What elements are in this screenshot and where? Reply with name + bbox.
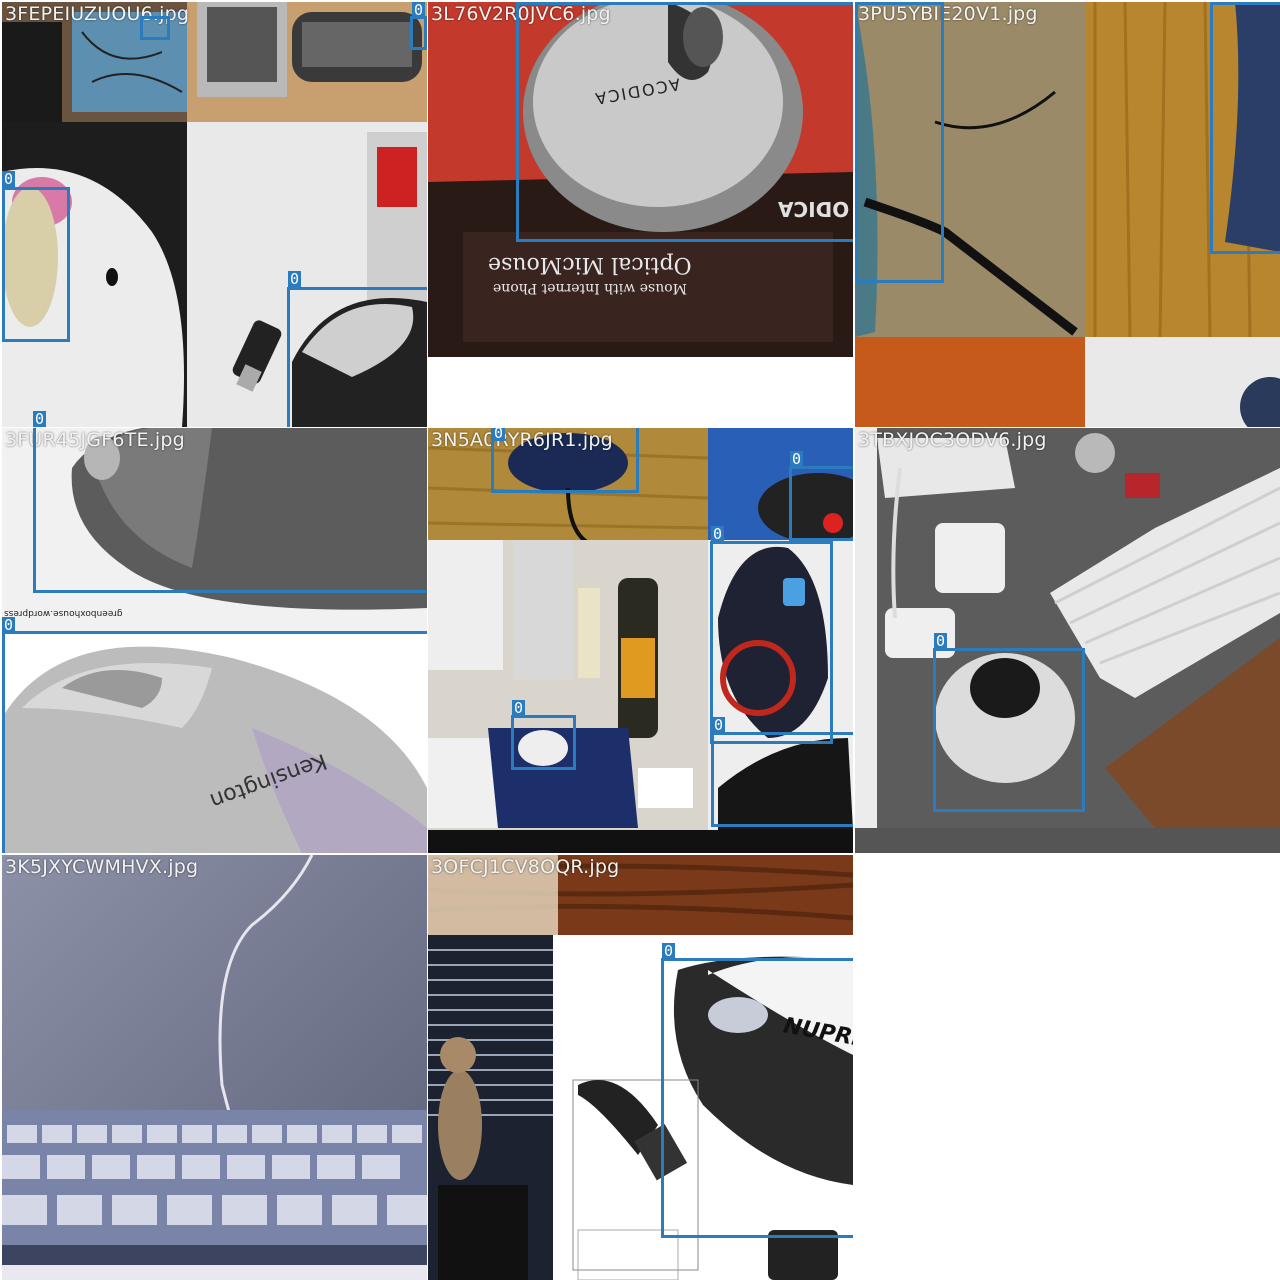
tile-5-bbox-2-label: 0 (790, 450, 804, 468)
tile-2-product-text: Optical MicMouse (488, 252, 692, 277)
mosaic-tile-5: 3N5A0RYR6JR1.jpg 0 0 0 0 0 (428, 428, 853, 853)
tile-4-bbox-1 (33, 428, 427, 593)
tile-5-bbox-5 (711, 732, 853, 827)
tile-3-filename: 3PU5YBIE20V1.jpg (858, 3, 1038, 25)
tile-4-bbox-2-label: 0 (2, 616, 16, 634)
mosaic-tile-4: greenboxhouse.wordpress Kensington 3FUR4… (2, 428, 427, 853)
tile-3-bbox-2 (1210, 2, 1280, 254)
tile-5-photo (428, 428, 853, 853)
tile-5-bbox-3-label: 0 (711, 525, 725, 543)
tile-1-bbox-4-label: 0 (288, 270, 302, 288)
mosaic-tile-8: NUPRI 3OFCJ1CV8OQR.jpg 0 (428, 855, 853, 1280)
tile-3-photo (855, 2, 1280, 427)
tile-4-photo (2, 428, 427, 853)
tile-1-bbox-1 (140, 16, 170, 40)
tile-5-bbox-3 (710, 541, 833, 744)
tile-2-filename: 3L76V2R0JVC6.jpg (431, 3, 611, 25)
tile-5-filename: 3N5A0RYR6JR1.jpg (431, 429, 613, 451)
tile-8-bbox-1 (661, 958, 853, 1238)
tile-1-bbox-5-label: 0 (33, 410, 47, 427)
tile-4-filename: 3FUR45JGF6TE.jpg (5, 429, 185, 451)
tile-5-bbox-5-label: 0 (712, 716, 726, 734)
tile-2-subtitle-text: Mouse with Internet Phone (493, 280, 687, 296)
tile-2-photo (428, 2, 853, 427)
tile-5-bbox-4 (511, 715, 576, 770)
tile-5-bbox-4-label: 0 (512, 699, 526, 717)
tile-8-photo (428, 855, 853, 1280)
mosaic-tile-7: 3K5JXYCWMHVX.jpg (2, 855, 427, 1280)
tile-3-bbox-1 (855, 2, 944, 283)
tile-1-bbox-4 (287, 287, 427, 427)
mosaic-tile-2: ACODICA Optical MicMouse Mouse with Inte… (428, 2, 853, 427)
tile-2-bbox-1 (516, 2, 853, 242)
tile-1-bbox-2 (410, 16, 427, 50)
tile-5-bbox-2 (789, 466, 853, 541)
mosaic-tile-6: 3TBXJOC3ODV6.jpg 0 (855, 428, 1280, 853)
mosaic-tile-1: 3FEPEIUZUOU6.jpg 0 0 0 0 (2, 2, 427, 427)
tile-7-photo (2, 855, 427, 1280)
tile-6-filename: 3TBXJOC3ODV6.jpg (858, 429, 1047, 451)
mosaic-tile-3: 3PU5YBIE20V1.jpg (855, 2, 1280, 427)
tile-1-bbox-2-label: 0 (412, 2, 426, 19)
tile-6-photo (855, 428, 1280, 853)
tile-8-filename: 3OFCJ1CV8OQR.jpg (431, 856, 620, 878)
tile-4-watermark: greenboxhouse.wordpress (4, 608, 123, 618)
tile-6-bbox-1-label: 0 (934, 632, 948, 650)
tile-4-bbox-2 (2, 631, 427, 853)
tile-1-photo (2, 2, 427, 427)
tile-8-bbox-1-label: 0 (662, 942, 676, 960)
tile-5-bbox-1 (491, 428, 639, 493)
tile-1-bbox-3-label: 0 (2, 170, 16, 188)
tile-5-bbox-1-label: 0 (492, 428, 506, 441)
tile-1-bbox-3 (2, 187, 70, 342)
tile-7-filename: 3K5JXYCWMHVX.jpg (5, 856, 199, 878)
tile-6-bbox-1 (933, 648, 1085, 812)
